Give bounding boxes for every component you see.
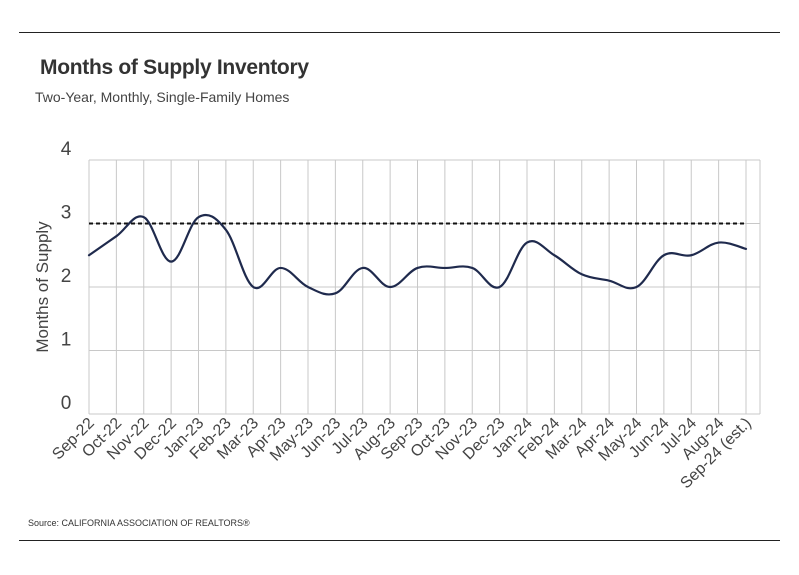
grid-lines: [88, 159, 761, 415]
y-axis-label: Months of Supply: [33, 221, 52, 353]
y-tick-label: 0: [61, 393, 72, 414]
y-tick-labels: 0 1 2 3 4: [61, 139, 72, 414]
y-tick-label: 3: [61, 203, 72, 224]
y-tick-label: 1: [61, 330, 72, 351]
series-group: [87, 213, 748, 296]
x-tick-labels: Sep-22Oct-22Nov-22Dec-22Jan-23Feb-23Mar-…: [49, 415, 755, 492]
y-tick-label: 4: [61, 139, 72, 160]
source-note: Source: CALIFORNIA ASSOCIATION OF REALTO…: [28, 518, 250, 528]
bottom-rule: [19, 540, 780, 541]
chart-subtitle: Two-Year, Monthly, Single-Family Homes: [35, 89, 290, 105]
y-tick-label: 2: [61, 266, 72, 287]
top-rule: [19, 32, 780, 33]
series-line: [87, 213, 748, 296]
chart-title: Months of Supply Inventory: [40, 56, 309, 79]
